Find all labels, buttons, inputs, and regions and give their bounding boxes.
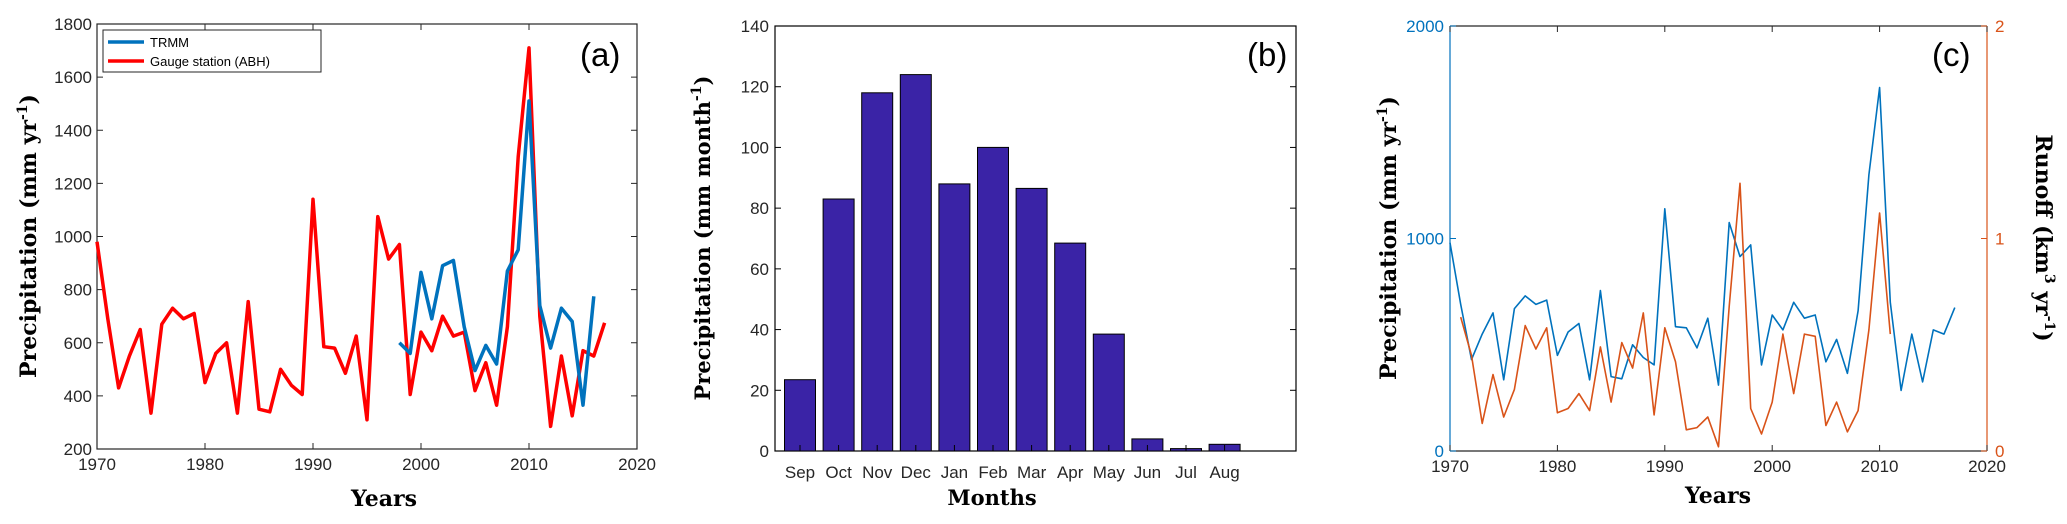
chart-b-y-tick-label: 80	[750, 199, 769, 218]
chart-c-x-tick-label: 2020	[1968, 457, 2006, 476]
chart-c-left-y-axis-title: Precipitation (mm yr-1)	[1375, 96, 1402, 380]
chart-a-y-tick-label: 1600	[54, 68, 92, 87]
chart-a-series-trmm-line	[398, 99, 596, 407]
chart-a-x-axis-title: Years	[350, 486, 417, 512]
chart-b-x-tick-label: Jun	[1134, 463, 1161, 482]
chart-b-y-tick-label: 40	[750, 321, 769, 340]
chart-c-plot-area	[1450, 26, 1987, 451]
chart-c: 1970 1980 1990 2000 2010 2020 0 1000 2000 0 1 2 (…	[1375, 17, 2057, 509]
chart-c-right-y-tick-label: 2	[1995, 17, 2004, 36]
chart-b-y-tick-label: 60	[750, 260, 769, 279]
chart-a-y-tick-label: 1400	[54, 121, 92, 140]
chart-b-x-tick-label: Dec	[901, 463, 932, 482]
chart-b-bar-jan	[938, 183, 971, 452]
chart-a-x-tick-label: 1970	[78, 455, 116, 474]
chart-b-bar-apr	[1054, 242, 1087, 452]
chart-b-x-tick-label: Jul	[1175, 463, 1197, 482]
chart-b-x-tick-label: Feb	[978, 463, 1007, 482]
chart-c-left-y-tick-label: 2000	[1406, 17, 1444, 36]
chart-a: 1970 1980 1990 2000 2010 2020 200 400 600 800 100…	[15, 15, 656, 512]
chart-b-y-tick-label: 140	[741, 17, 769, 36]
chart-a-x-tick-label: 2010	[510, 455, 548, 474]
chart-a-y-tick-label: 1200	[54, 174, 92, 193]
chart-c-right-y-axis-title: Runoff (km3 yr-1)	[2030, 134, 2057, 341]
chart-b-y-axis-title-sup: -1	[689, 86, 705, 102]
chart-c-left-y-axis-title-main: Precipitation (mm yr	[1376, 122, 1402, 380]
chart-b-x-tick-label: May	[1093, 463, 1126, 482]
chart-c-panel-label: (c)	[1932, 36, 1970, 73]
chart-a-y-tick-label: 1800	[54, 15, 92, 34]
chart-b-panel-label: (b)	[1247, 36, 1287, 73]
chart-c-x-tick-label: 2010	[1861, 457, 1899, 476]
chart-b-y-axis-title-main: Precipitation (mm month	[690, 101, 715, 400]
chart-b-bar-dec	[899, 74, 932, 452]
chart-b-x-axis-title: Months	[947, 485, 1036, 510]
chart-b-x-tick-label: Jan	[941, 463, 968, 482]
chart-a-legend-box	[102, 29, 322, 73]
chart-a-x-tick-label: 1980	[186, 455, 224, 474]
chart-a-x-tick-label: 1990	[294, 455, 332, 474]
chart-b-bar-may	[1092, 333, 1125, 452]
chart-b-y-axis-title: Precipitation (mm month-1)	[689, 76, 715, 401]
chart-b-y-tick-label: 20	[750, 381, 769, 400]
chart-b-y-tick-label: 100	[741, 138, 769, 157]
chart-b-x-tick-label: Mar	[1017, 463, 1047, 482]
chart-c-x-axis-title: Years	[1684, 483, 1751, 509]
chart-b-x-tick-label: Nov	[862, 463, 893, 482]
chart-c-right-y-tick-label: 0	[1995, 442, 2004, 461]
chart-b-bar-feb	[977, 146, 1009, 452]
chart-c-right-y-axis-title-end: )	[2030, 331, 2056, 341]
chart-b-x-tick-label: Apr	[1057, 463, 1084, 482]
chart-b-bar-mar	[1015, 187, 1048, 452]
chart-b-x-tick-label: Aug	[1209, 463, 1239, 482]
chart-c-left-y-tick-label: 1000	[1406, 230, 1444, 249]
chart-c-right-y-tick-label: 1	[1995, 230, 2004, 249]
chart-c-right-y-axis-title-main: Runoff (km	[2030, 134, 2056, 274]
chart-a-y-tick-label: 1000	[54, 228, 92, 247]
chart-b-bar-nov	[861, 92, 894, 452]
chart-b-x-tick-label: Oct	[825, 463, 852, 482]
chart-a-y-axis-title: Precipitation (mm yr-1)	[15, 94, 42, 378]
chart-a-y-axis-title-sup: -1	[15, 104, 31, 120]
chart-b-y-tick-label: 0	[760, 442, 769, 461]
chart-a-y-tick-label: 200	[64, 440, 92, 459]
chart-a-legend-label-trmm: TRMM	[150, 35, 189, 50]
chart-b-y-axis-title-end: )	[690, 76, 715, 86]
chart-c-x-tick-label: 1980	[1538, 457, 1576, 476]
chart-b-x-tick-label: Sep	[785, 463, 815, 482]
chart-c-series-runoff-line	[1459, 182, 1892, 448]
chart-c-left-y-tick-label: 0	[1435, 442, 1444, 461]
chart-c-x-tick-label: 1990	[1646, 457, 1684, 476]
chart-b-y-tick-label: 120	[741, 78, 769, 97]
chart-b-bar-oct	[822, 198, 855, 452]
chart-b-bar-sep	[784, 379, 816, 452]
chart-c-x-tick-label: 1970	[1431, 457, 1469, 476]
chart-c-x-tick-label: 2000	[1753, 457, 1791, 476]
chart-a-legend: TRMM Gauge station (ABH)	[102, 29, 322, 73]
chart-a-y-tick-label: 400	[64, 387, 92, 406]
chart-a-y-tick-label: 800	[64, 281, 92, 300]
chart-c-left-y-axis-title-sup: -1	[1375, 106, 1391, 122]
chart-a-panel-label: (a)	[580, 36, 620, 73]
chart-a-x-tick-label: 2000	[402, 455, 440, 474]
chart-c-left-y-axis-title-end: )	[1376, 96, 1402, 106]
chart-c-right-y-axis-title-sup2: -1	[2041, 316, 2057, 332]
chart-c-series-precipitation-line	[1449, 86, 1956, 392]
chart-a-y-axis-title-end: )	[16, 94, 42, 104]
chart-a-legend-label-gauge: Gauge station (ABH)	[150, 54, 270, 69]
chart-a-x-tick-label: 2020	[618, 455, 656, 474]
chart-a-y-tick-label: 600	[64, 334, 92, 353]
chart-a-y-axis-title-main: Precipitation (mm yr	[16, 120, 42, 378]
chart-c-right-y-axis-title-sup: 3	[2041, 274, 2057, 284]
chart-c-right-y-axis-title-mid: yr	[2030, 284, 2056, 316]
chart-b: 0 20 40 60 80 100 120 140 Sep Oct Nov Dec Jan Feb Mar…	[689, 17, 1297, 510]
chart-a-series-gauge-line	[95, 46, 607, 429]
